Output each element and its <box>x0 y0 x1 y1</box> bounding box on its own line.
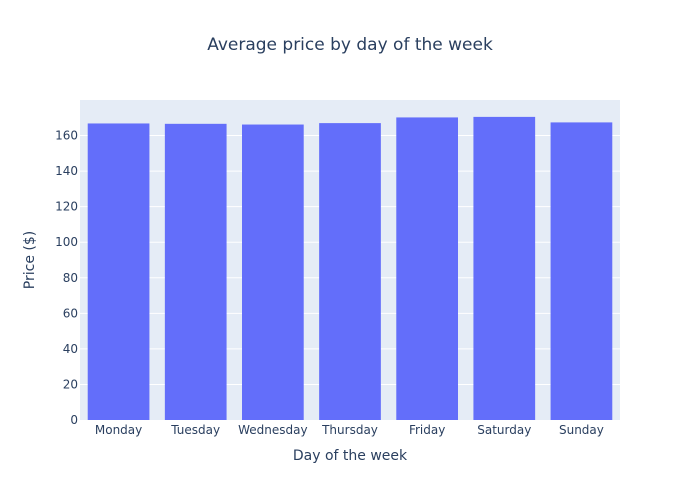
x-tick-label: Saturday <box>477 423 531 437</box>
y-tick-label: 0 <box>70 413 78 427</box>
bars <box>87 116 613 421</box>
x-axis-ticks: Monday Tuesday Wednesday Thursday Friday Satu… <box>95 423 604 437</box>
y-axis-title: Price ($) <box>22 231 38 289</box>
y-tick-label: 160 <box>55 129 78 143</box>
y-tick-label: 140 <box>55 164 78 178</box>
y-tick-label: 80 <box>63 271 78 285</box>
x-tick-label: Wednesday <box>238 423 307 437</box>
bar-friday[interactable] <box>396 117 458 420</box>
y-tick-label: 120 <box>55 200 78 214</box>
x-axis-title: Day of the week <box>293 448 408 464</box>
x-tick-label: Friday <box>409 423 445 437</box>
bar-saturday[interactable] <box>473 116 536 420</box>
y-tick-label: 40 <box>63 342 78 356</box>
bar-sunday[interactable] <box>550 122 613 421</box>
x-tick-label: Sunday <box>559 423 604 437</box>
y-tick-label: 60 <box>63 306 78 320</box>
y-tick-label: 100 <box>55 235 78 249</box>
x-tick-label: Monday <box>95 423 142 437</box>
x-tick-label: Thursday <box>321 423 378 437</box>
y-tick-label: 20 <box>63 377 78 391</box>
bar-monday[interactable] <box>87 123 150 420</box>
bar-wednesday[interactable] <box>242 124 304 421</box>
bar-tuesday[interactable] <box>164 123 227 421</box>
y-axis-ticks: 0 20 40 60 80 100 120 140 160 <box>55 129 78 427</box>
bar-thursday[interactable] <box>319 123 381 420</box>
x-tick-label: Tuesday <box>170 423 220 437</box>
chart-title: Average price by day of the week <box>207 35 493 55</box>
